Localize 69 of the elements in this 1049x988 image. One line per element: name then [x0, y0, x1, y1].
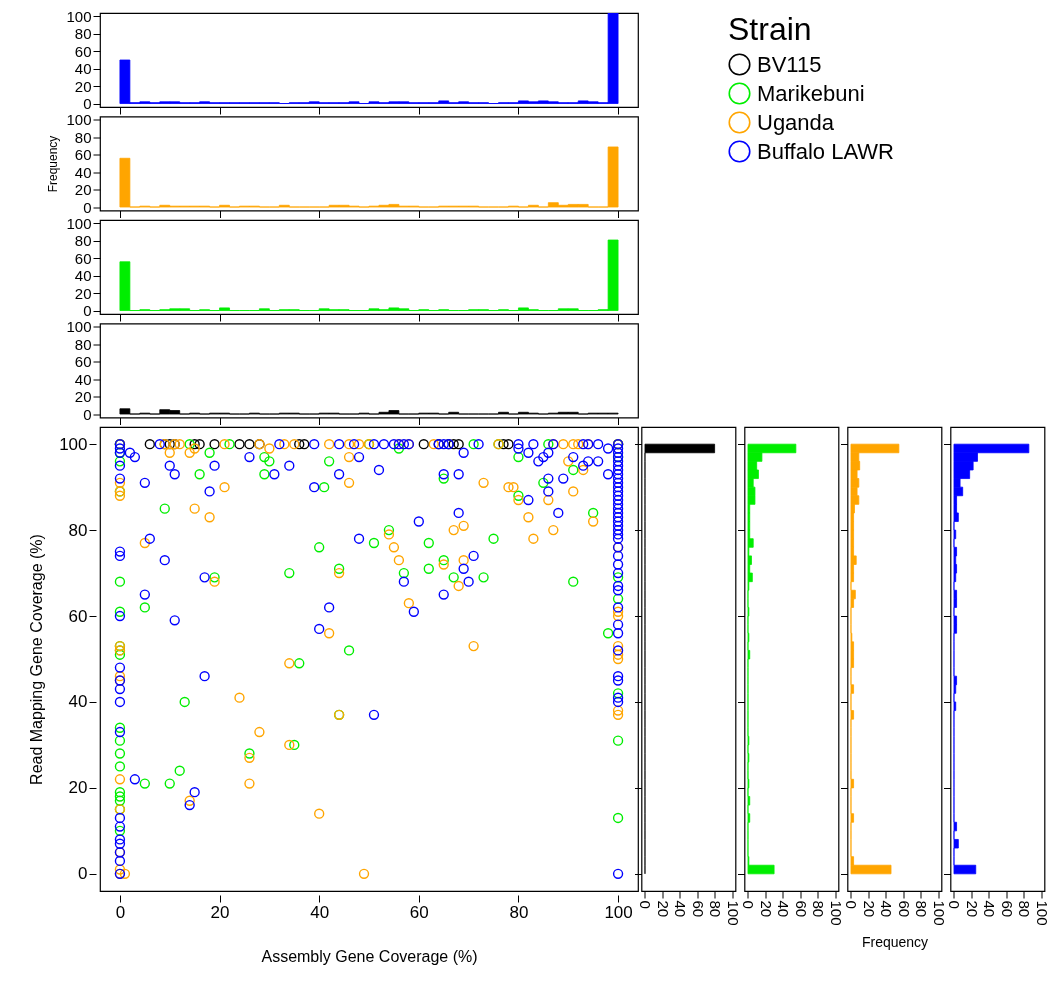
x-tick-label: 80 [509, 902, 529, 922]
y-tick-label: 40 [68, 692, 88, 712]
y-axis-title: Read Mapping Gene Coverage (%) [28, 534, 46, 785]
y-tick-label: 80 [68, 520, 88, 540]
y-tick-label: 20 [68, 778, 88, 798]
x-tick-label: 40 [310, 902, 330, 922]
x-tick-label: 0 [115, 902, 126, 922]
x-tick-label: 20 [654, 900, 672, 918]
x-tick-label: 0 [946, 900, 964, 909]
x-axis-title: Frequency [861, 933, 929, 950]
x-tick-label: 20 [860, 900, 878, 918]
y-tick-label: 0 [83, 302, 92, 320]
x-tick-label: 0 [637, 900, 655, 909]
x-tick-label: 100 [930, 900, 948, 926]
y-tick-label: 80 [74, 232, 92, 250]
x-tick-label: 20 [963, 900, 981, 918]
y-tick-label: 0 [83, 95, 92, 113]
x-tick-label: 40 [981, 900, 999, 918]
x-tick-label: 0 [843, 900, 861, 909]
x-tick-label: 80 [707, 900, 725, 918]
x-tick-label: 100 [604, 902, 633, 922]
y-tick-label: 40 [74, 370, 92, 388]
legend-label: Marikebuni [757, 80, 865, 106]
y-tick-label: 0 [83, 198, 92, 216]
y-tick-label: 80 [74, 25, 92, 43]
y-tick-label: 20 [74, 284, 92, 302]
y-axis-title: Frequency [46, 135, 61, 193]
legend-label: BV115 [757, 51, 822, 77]
x-tick-label: 80 [1016, 900, 1034, 918]
x-tick-label: 60 [409, 902, 429, 922]
x-tick-label: 100 [724, 900, 742, 926]
y-tick-label: 100 [66, 7, 92, 25]
x-tick-label: 80 [810, 900, 828, 918]
x-tick-label: 0 [740, 900, 758, 909]
y-tick-label: 100 [66, 318, 92, 336]
x-axis-title: Assembly Gene Coverage (%) [261, 947, 478, 965]
x-tick-label: 60 [998, 900, 1016, 918]
x-tick-label: 40 [878, 900, 896, 918]
y-tick-label: 60 [74, 42, 92, 60]
y-tick-label: 40 [74, 163, 92, 181]
y-tick-label: 20 [74, 77, 92, 95]
x-tick-label: 100 [1033, 900, 1049, 926]
y-tick-label: 60 [74, 353, 92, 371]
x-tick-label: 20 [210, 902, 230, 922]
x-tick-label: 60 [895, 900, 913, 918]
y-tick-label: 100 [66, 214, 92, 232]
y-tick-label: 60 [74, 146, 92, 164]
y-tick-label: 100 [66, 111, 92, 129]
y-tick-label: 100 [59, 434, 88, 454]
legend-title: Strain [728, 11, 812, 47]
y-tick-label: 60 [68, 606, 88, 626]
x-tick-label: 60 [792, 900, 810, 918]
x-tick-label: 20 [757, 900, 775, 918]
y-tick-label: 0 [78, 864, 88, 884]
x-tick-label: 100 [827, 900, 845, 926]
x-tick-label: 40 [672, 900, 690, 918]
y-tick-label: 80 [74, 335, 92, 353]
y-tick-label: 60 [74, 249, 92, 267]
y-tick-label: 40 [74, 60, 92, 78]
y-tick-label: 20 [74, 388, 92, 406]
x-tick-label: 40 [775, 900, 793, 918]
legend-label: Uganda [757, 109, 835, 135]
legend-label: Buffalo LAWR [757, 138, 894, 164]
y-tick-label: 40 [74, 267, 92, 285]
x-tick-label: 60 [689, 900, 707, 918]
x-tick-label: 80 [913, 900, 931, 918]
y-tick-label: 0 [83, 405, 92, 423]
y-tick-label: 80 [74, 128, 92, 146]
y-tick-label: 20 [74, 181, 92, 199]
